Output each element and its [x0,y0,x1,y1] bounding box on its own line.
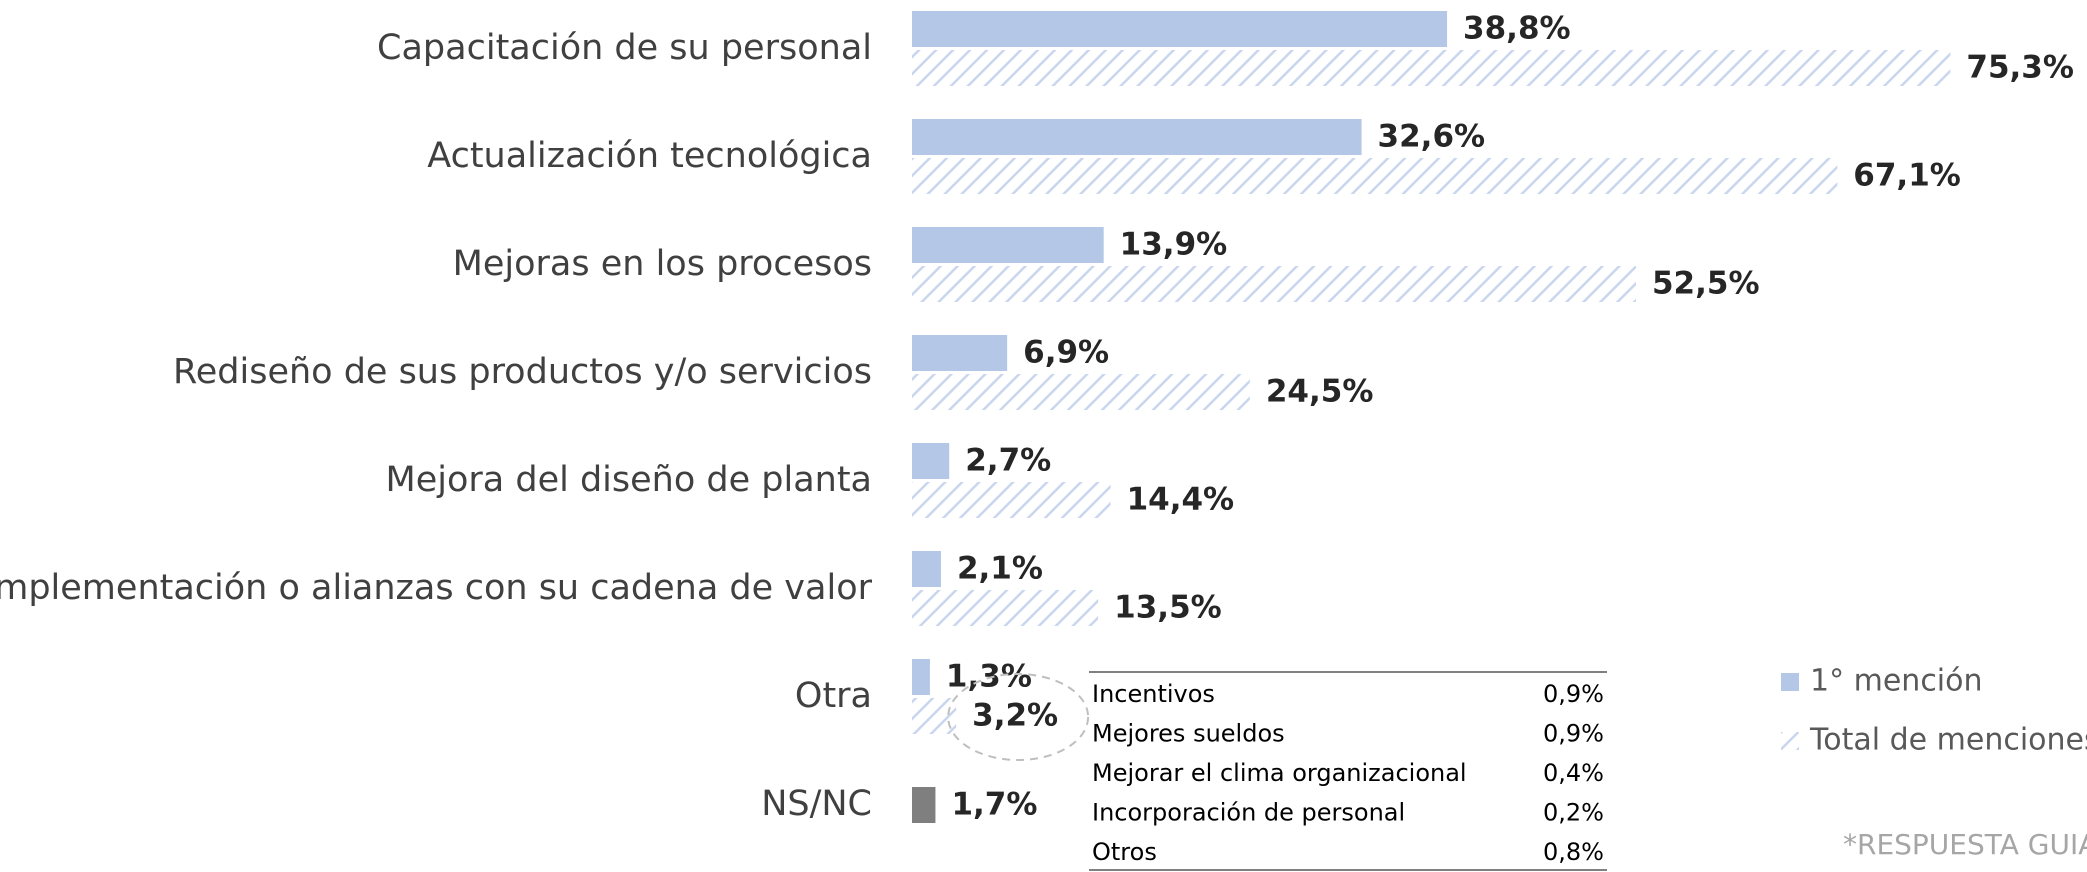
bar [912,787,936,823]
bar [912,659,930,695]
value-label: 32,6% [1378,119,1486,155]
table-cell: Incorporación de personal [1092,799,1405,827]
value-label: 3,2% [972,698,1058,734]
value-label: 6,9% [1023,335,1109,371]
bar [912,119,1362,155]
value-label: 2,1% [957,551,1043,587]
table-cell: Otros [1092,838,1157,866]
value-label: 2,7% [965,443,1051,479]
value-label: 13,5% [1114,590,1222,626]
value-label: 38,8% [1463,11,1571,47]
category-label: Otra [795,676,872,716]
bar [912,11,1448,47]
value-label: 13,9% [1120,227,1228,263]
value-label: 67,1% [1853,158,1961,194]
value-label: 1,3% [946,659,1032,695]
table-cell: Mejorar el clima organizacional [1092,759,1467,787]
category-label: Complementación o alianzas con su cadena… [0,568,873,608]
category-label: Capacitación de su personal [377,28,872,68]
bar [912,50,1951,86]
bar [912,482,1111,518]
legend-label: 1° mención [1810,664,1983,699]
category-label: Mejoras en los procesos [453,244,872,284]
bar [912,698,957,734]
bar [912,551,941,587]
category-label: Actualización tecnológica [427,136,872,176]
legend-label: Total de menciones [1809,723,2087,758]
category-label: NS/NC [761,784,872,824]
table-cell: 0,9% [1543,680,1604,708]
table-cell: 0,4% [1543,759,1604,787]
table-cell: 0,8% [1543,838,1604,866]
category-label: Rediseño de sus productos y/o servicios [173,352,872,392]
value-label: 1,7% [951,787,1037,823]
note: *RESPUESTA GUIA [1843,828,2087,861]
table-cell: 0,9% [1543,720,1604,748]
legend-swatch [1781,732,1799,750]
value-label: 52,5% [1652,266,1760,302]
category-label: Mejora del diseño de planta [386,460,872,500]
bar [912,590,1099,626]
bar [912,374,1250,410]
table-cell: Incentivos [1092,680,1215,708]
highlight-ellipse [947,673,1090,761]
bar [912,227,1104,263]
table-cell: Mejores sueldos [1092,720,1285,748]
bar [912,443,950,479]
value-label: 14,4% [1127,482,1235,518]
value-label: 75,3% [1966,50,2074,86]
bar [912,158,1838,194]
bar [912,266,1636,302]
value-label: 24,5% [1266,374,1374,410]
table-cell: 0,2% [1543,799,1604,827]
legend-swatch [1781,673,1799,691]
bar [912,335,1008,371]
